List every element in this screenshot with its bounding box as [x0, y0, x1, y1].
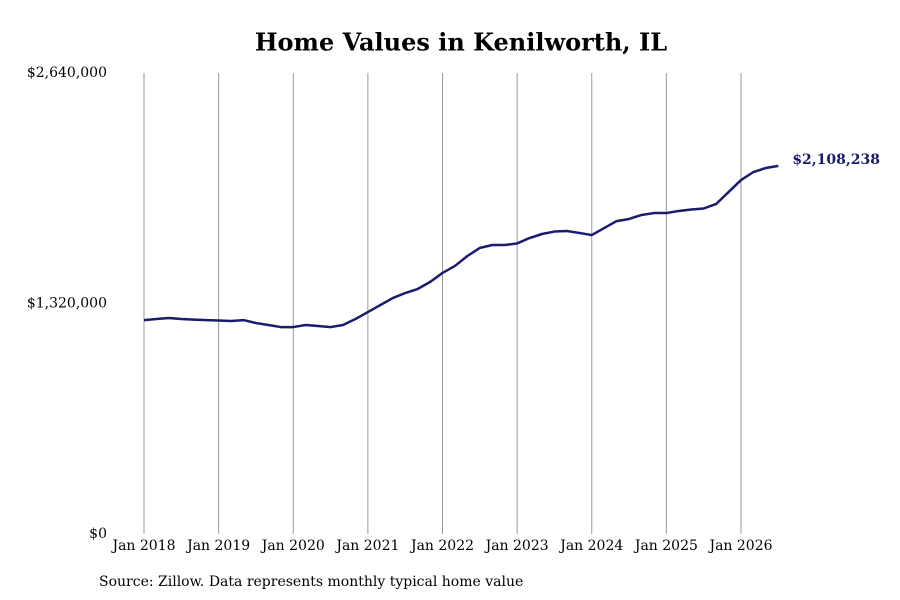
- source-note: Source: Zillow. Data represents monthly …: [99, 574, 523, 590]
- x-tick-label: Jan 2023: [484, 538, 549, 554]
- y-tick-label: $2,640,000: [27, 65, 107, 81]
- x-tick-label: Jan 2024: [558, 538, 623, 554]
- x-tick-label: Jan 2019: [185, 538, 250, 554]
- chart-title: Home Values in Kenilworth, IL: [255, 28, 667, 57]
- end-value-label: $2,108,238: [792, 152, 880, 168]
- x-tick-label: Jan 2026: [707, 538, 772, 554]
- x-tick-label: Jan 2018: [110, 538, 175, 554]
- line: [143, 164, 779, 329]
- x-tick-label: Jan 2022: [409, 538, 474, 554]
- x-tick-label: Jan 2020: [260, 538, 325, 554]
- x-tick-label: Jan 2021: [334, 538, 399, 554]
- y-tick-label: $0: [89, 526, 107, 542]
- x-tick-label: Jan 2025: [633, 538, 698, 554]
- y-tick-label: $1,320,000: [27, 296, 107, 312]
